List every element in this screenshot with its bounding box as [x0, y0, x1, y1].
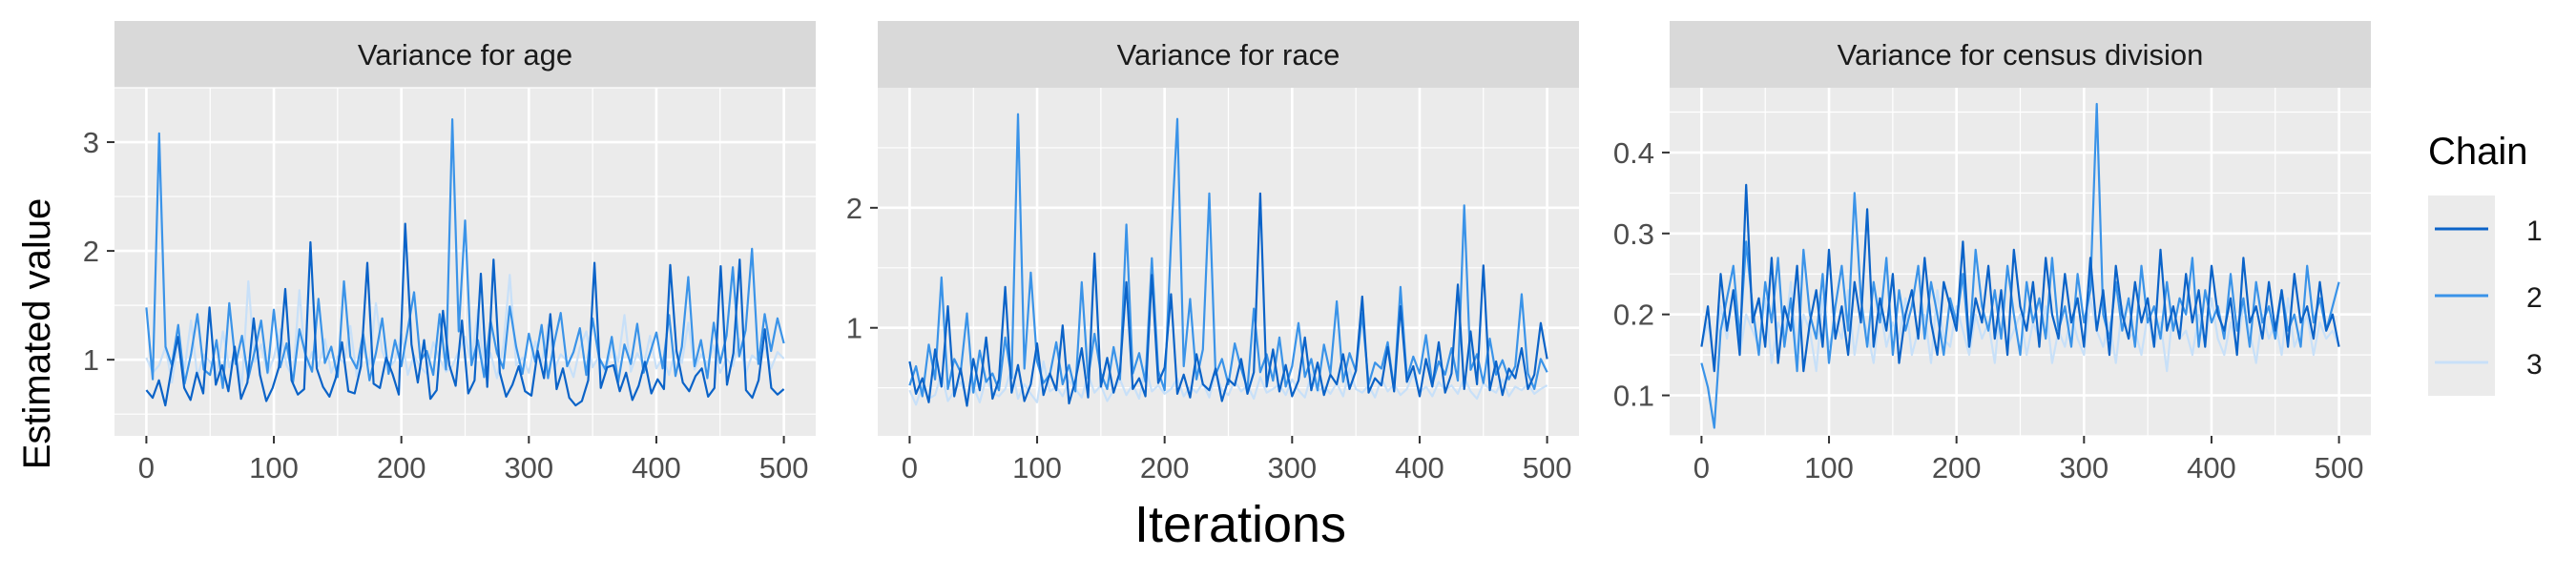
x-tick-label: 200	[377, 451, 426, 484]
y-tick-label: 0.2	[1613, 299, 1654, 332]
panel-title: Variance for race	[1117, 38, 1340, 72]
x-tick-label: 300	[504, 451, 553, 484]
y-tick-label: 0.3	[1613, 217, 1654, 251]
panel-strip	[878, 21, 1579, 88]
series-line-chain-1	[1700, 183, 2340, 373]
x-tick-label: 300	[1267, 451, 1317, 484]
series-lines	[1700, 102, 2340, 429]
x-tick-label: 100	[1804, 451, 1854, 484]
legend-label-chain-3: 3	[2526, 349, 2543, 381]
panel-3: Variance for census division 0 100 200 300 40…	[1613, 21, 2371, 484]
x-tick-label: 500	[759, 451, 809, 484]
legend-label-chain-2: 2	[2526, 282, 2543, 314]
legend-title: Chain	[2428, 131, 2528, 173]
panel-title: Variance for census division	[1838, 38, 2204, 72]
x-tick-label: 400	[632, 451, 681, 484]
series-line-chain-1	[908, 192, 1548, 407]
x-axis-title: Iterations	[1134, 496, 1346, 553]
legend: Chain 1 2 3	[2428, 131, 2543, 396]
x-tick-label: 100	[249, 451, 299, 484]
series-line-chain-2	[145, 117, 785, 389]
panel-title: Variance for age	[358, 38, 572, 72]
x-tick-label: 400	[1395, 451, 1444, 484]
y-tick-label: 0.4	[1613, 136, 1654, 170]
panel-2: Variance for race 0 100 200 300 400 500 1 2	[846, 21, 1579, 484]
y-tick-label: 0.1	[1613, 380, 1654, 413]
panel-strip	[114, 21, 816, 88]
x-tick-label: 0	[1693, 451, 1710, 484]
x-tick-label: 100	[1012, 451, 1062, 484]
x-tick-label: 200	[1140, 451, 1190, 484]
series-line-chain-1	[145, 222, 785, 407]
series-line-chain-2	[1700, 102, 2340, 429]
series-lines	[145, 117, 785, 407]
x-tick-label: 300	[2059, 451, 2109, 484]
x-tick-label: 400	[2187, 451, 2236, 484]
y-tick-label: 2	[846, 192, 862, 225]
y-tick-label: 1	[846, 312, 862, 345]
panel-1: Variance for age 0 100 200 300 400 500 1 2 3	[83, 21, 816, 484]
y-tick-label: 3	[83, 126, 99, 159]
x-tick-label: 0	[902, 451, 918, 484]
series-line-chain-3	[1700, 280, 2340, 373]
y-axis-title: Estimated value	[16, 198, 58, 470]
series-line-chain-3	[908, 360, 1548, 406]
y-tick-label: 1	[83, 343, 99, 377]
x-tick-label: 500	[2315, 451, 2364, 484]
x-tick-label: 500	[1523, 451, 1572, 484]
x-tick-label: 0	[138, 451, 155, 484]
series-lines	[908, 113, 1548, 407]
legend-label-chain-1: 1	[2526, 216, 2543, 247]
x-tick-label: 200	[1932, 451, 1982, 484]
y-tick-label: 2	[83, 235, 99, 268]
panel-strip	[1670, 21, 2371, 88]
